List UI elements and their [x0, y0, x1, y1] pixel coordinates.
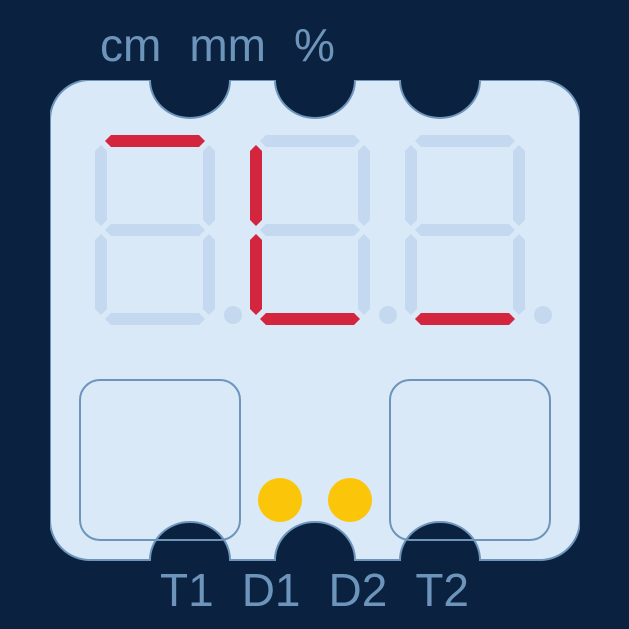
led-d2: [328, 478, 372, 522]
unit-label-percent: %: [294, 18, 335, 72]
decimal-point-1: [224, 306, 242, 324]
segment-a-bg: [260, 135, 360, 147]
segment-g-bg: [415, 224, 515, 236]
unit-labels-row: cm mm %: [0, 18, 629, 72]
led-d1: [258, 478, 302, 522]
segment-b-bg: [203, 145, 215, 226]
segment-a-bg: [415, 135, 515, 147]
segment-f-bg: [95, 145, 107, 226]
segment-b-bg: [513, 145, 525, 226]
port-label-d1: D1: [242, 563, 301, 617]
segment-g-bg: [260, 224, 360, 236]
segment-c-bg: [513, 234, 525, 315]
unit-label-mm: mm: [189, 18, 266, 72]
segment-d: [260, 313, 360, 325]
segment-c-bg: [203, 234, 215, 315]
segment-g-bg: [105, 224, 205, 236]
segment-c-bg: [358, 234, 370, 315]
port-label-t1: T1: [160, 563, 214, 617]
segment-a: [105, 135, 205, 147]
device-panel: [50, 80, 580, 566]
segment-d: [415, 313, 515, 325]
decimal-point-2: [379, 306, 397, 324]
segment-b-bg: [358, 145, 370, 226]
decimal-point-3: [534, 306, 552, 324]
unit-label-cm: cm: [100, 18, 161, 72]
segment-e-bg: [405, 234, 417, 315]
segment-e: [250, 234, 262, 315]
segment-f-bg: [405, 145, 417, 226]
segment-f: [250, 145, 262, 226]
port-label-d2: D2: [329, 563, 388, 617]
port-labels-row: T1 D1 D2 T2: [0, 563, 629, 617]
segment-d-bg: [105, 313, 205, 325]
port-label-t2: T2: [415, 563, 469, 617]
segment-e-bg: [95, 234, 107, 315]
